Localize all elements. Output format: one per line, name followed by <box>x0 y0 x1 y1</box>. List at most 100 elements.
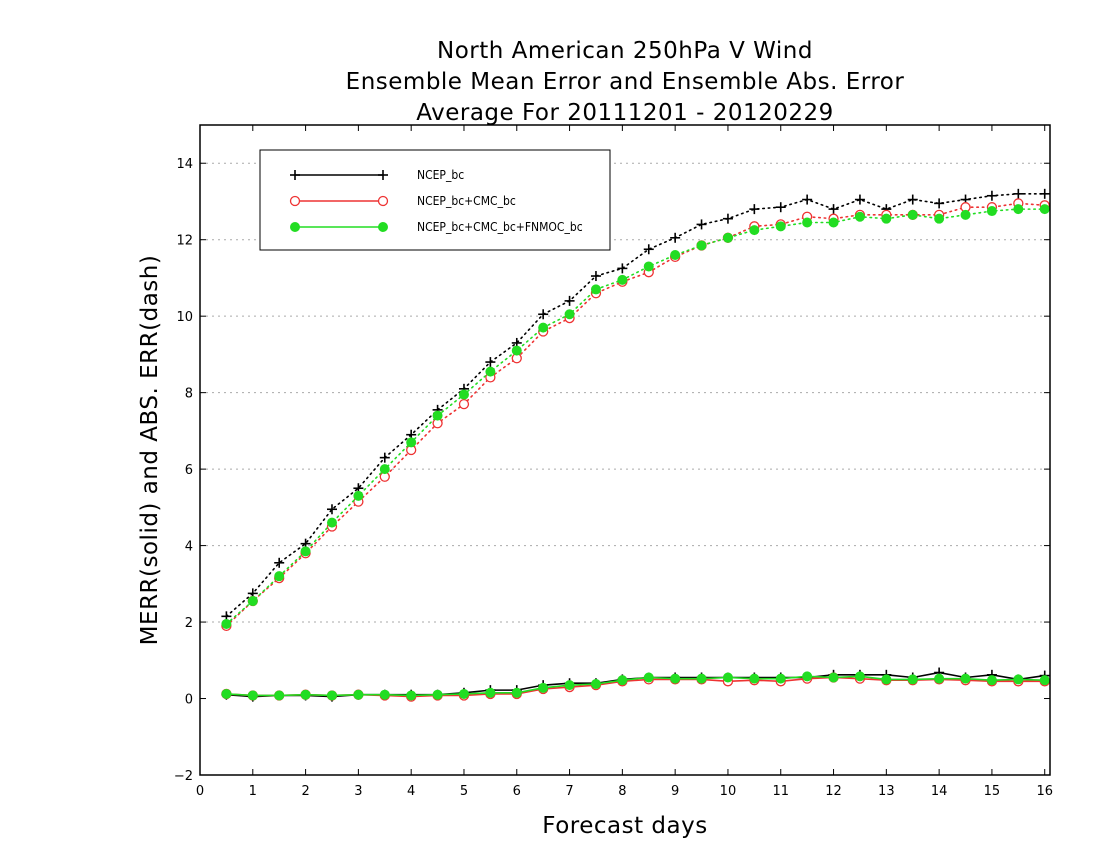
series-2-abs-err-point <box>1013 204 1024 215</box>
series-2-abs-err-point <box>775 221 786 232</box>
x-tick-label: 8 <box>618 784 626 799</box>
series-2-abs-err-point <box>353 490 364 501</box>
series-2-abs-err-point <box>828 217 839 228</box>
series-2-abs-err-point <box>934 213 945 224</box>
series-2-merr-point <box>1039 675 1050 686</box>
x-tick-label: 10 <box>720 784 737 799</box>
series-2-merr-point <box>590 679 601 689</box>
x-tick-label: 13 <box>878 784 895 799</box>
series-2-merr-point <box>511 687 522 698</box>
series-2-abs-err-point <box>485 366 496 377</box>
series-2-merr-point <box>907 674 918 685</box>
x-tick-label: 9 <box>671 784 679 799</box>
y-tick-label: 6 <box>185 463 193 478</box>
series-2-abs-err-point <box>907 209 918 220</box>
series-2-abs-err-point <box>564 309 575 320</box>
y-tick-label: 4 <box>185 540 193 555</box>
legend: NCEP_bc NCEP_bc+CMC_bc NCEP_bc+CMC_bc+FNMO… <box>259 149 611 251</box>
series-0-abs-err-point <box>485 357 496 368</box>
x-tick-label: 1 <box>249 784 257 799</box>
series-0-abs-err-point <box>1039 188 1050 199</box>
series-2-merr-point <box>432 689 443 700</box>
series-2-merr-point <box>934 673 945 684</box>
series-2-abs-err-point <box>749 225 760 236</box>
series-2-abs-err-line <box>225 208 1046 625</box>
legend-marker-left-2 <box>290 222 300 232</box>
series-2-abs-err-point <box>511 345 522 356</box>
y-tick-label: 0 <box>185 693 193 708</box>
chart-title-line-1: North American 250hPa V Wind <box>437 38 813 64</box>
series-2-merr-point <box>538 682 549 693</box>
series-0-abs-err-point <box>379 452 390 463</box>
series-0-abs-err-point <box>722 213 733 224</box>
series-2-abs-err-point <box>854 211 865 222</box>
series-2-merr-point <box>300 689 311 700</box>
x-tick-label: 16 <box>1036 784 1053 799</box>
y-tick-label: −2 <box>174 769 193 784</box>
series-2-abs-err-point <box>1039 204 1050 215</box>
series-2-merr-point <box>485 687 496 698</box>
series-0-abs-err-point <box>802 194 813 205</box>
series-1-abs-err-line <box>225 202 1046 627</box>
series-2-abs-err-point <box>432 410 443 421</box>
series-2-merr-point <box>696 673 707 684</box>
series-0-abs-err-point <box>274 557 285 568</box>
series-1-merr-line <box>226 676 1045 698</box>
legend-label-2: NCEP_bc+CMC_bc+FNMOC_bc <box>417 220 583 234</box>
series-2-merr-point <box>881 674 892 685</box>
plot-frame <box>199 124 1051 776</box>
series-2-abs-err-point <box>881 213 892 224</box>
series-2-abs-err-point <box>538 322 549 333</box>
series-2-abs-err-point <box>406 437 417 448</box>
series-0-abs-err-point <box>775 202 786 213</box>
series-0-abs-err-point <box>986 190 997 201</box>
series-2-merr-point <box>221 688 232 699</box>
x-tick-label: 7 <box>565 784 573 799</box>
series-2-abs-err-point <box>274 571 285 582</box>
legend-marker-right-1 <box>377 195 389 207</box>
legend-marker-right-0 <box>378 170 388 180</box>
series-0-abs-err-point <box>696 219 707 230</box>
x-tick-label: 15 <box>984 784 1001 799</box>
legend-marker-right-2 <box>378 222 388 232</box>
x-tick-label: 12 <box>825 784 842 799</box>
series-2-merr-point <box>1013 674 1024 685</box>
series-2-merr-point <box>802 671 813 682</box>
series-2-abs-err-point <box>221 618 232 629</box>
series-2-abs-err-point <box>379 464 390 475</box>
series-0-abs-err-point <box>564 295 575 306</box>
series-0-abs-err-point <box>643 244 654 255</box>
chart-title-line-3: Average For 20111201 - 20120229 <box>416 100 834 126</box>
y-tick-label: 10 <box>176 310 193 325</box>
y-tick-label: 12 <box>176 234 193 249</box>
series-0-abs-err-point <box>828 204 839 215</box>
series-2-merr-point <box>379 689 390 700</box>
chart-title: North American 250hPa V Wind Ensemble Me… <box>200 36 1050 129</box>
legend-marker-left-0 <box>290 170 300 180</box>
y-axis-title: MERR(solid) and ABS. ERR(dash) <box>137 255 163 646</box>
series-0-abs-err-point <box>854 194 865 205</box>
series-2-merr-point <box>274 690 285 701</box>
series-2-merr-point <box>722 672 733 683</box>
series-2-abs-err-point <box>670 250 681 260</box>
series-2-merr-point <box>854 671 865 682</box>
series-2-merr-point <box>353 689 364 700</box>
series-2-merr-point <box>247 690 258 701</box>
series-0-abs-err-point <box>326 504 337 515</box>
x-tick-label: 0 <box>196 784 204 799</box>
series-2-abs-err-point <box>617 274 628 285</box>
series-2-merr-point <box>564 680 575 691</box>
series-0-abs-err-point <box>1013 188 1024 199</box>
y-tick-label: 14 <box>176 157 193 172</box>
series-2-merr-point <box>670 673 681 684</box>
series-2-abs-err-point <box>326 517 337 528</box>
legend-box <box>259 149 611 251</box>
series-0-abs-err-point <box>670 232 681 243</box>
series-2-abs-err-point <box>247 596 258 607</box>
series-0-abs-err-point <box>934 198 945 209</box>
series-2-abs-err-point <box>300 546 311 557</box>
series-2-abs-err-point <box>696 240 707 251</box>
series-0-abs-err-point <box>749 204 760 215</box>
